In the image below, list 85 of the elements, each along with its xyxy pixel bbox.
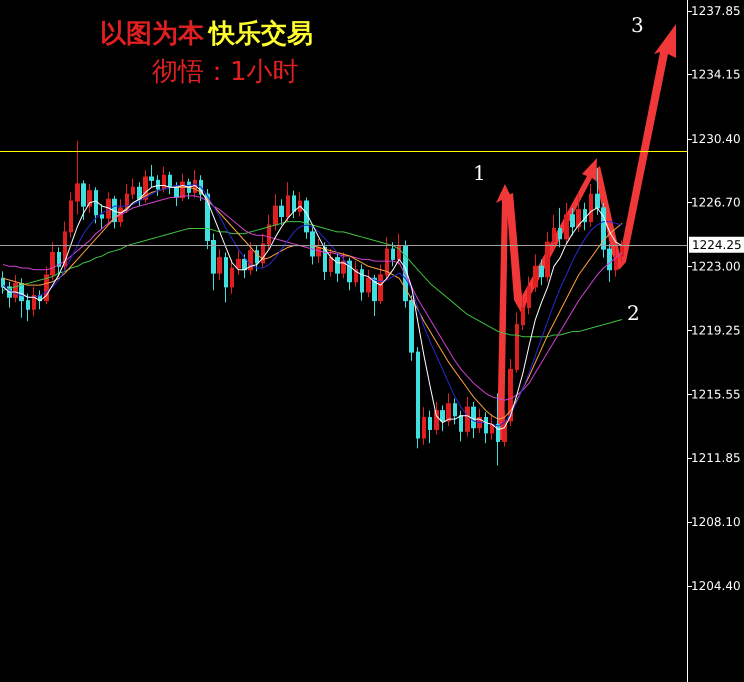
- candlestick: [570, 207, 575, 236]
- candlestick: [428, 410, 432, 444]
- text: 3: [631, 13, 644, 37]
- candlestick: [137, 182, 142, 207]
- candlestick: [273, 194, 278, 231]
- y-tick-label: 1223.00: [691, 259, 741, 274]
- candlestick: [446, 392, 451, 427]
- candlestick: [162, 166, 166, 193]
- candlestick: [69, 192, 73, 238]
- candlestick: [347, 257, 352, 291]
- candlestick: [366, 269, 371, 298]
- y-tick-label: 1204.40: [691, 578, 741, 593]
- candlestick: [564, 202, 569, 244]
- candlestick: [242, 254, 247, 279]
- candlestick: [149, 164, 154, 188]
- candlestick: [385, 236, 389, 281]
- candlestick: [533, 254, 538, 293]
- y-tick-label: 1208.10: [691, 515, 741, 530]
- candlestick: [521, 294, 525, 330]
- y-tick-label: 1211.85: [691, 450, 741, 465]
- candlestick: [81, 180, 86, 220]
- candlestick: [459, 410, 463, 442]
- candlestick: [100, 204, 104, 229]
- candlestick: [230, 258, 234, 294]
- candlestick: [354, 260, 358, 288]
- candlestick: [440, 404, 445, 432]
- candlestick: [168, 171, 172, 195]
- candlestick: [372, 274, 377, 317]
- annotation: 1: [473, 161, 486, 185]
- y-tick-label: 1215.55: [691, 387, 741, 402]
- y-tick-label: 1237.85: [691, 4, 741, 18]
- candlestick: [496, 392, 500, 466]
- candlestick: [515, 312, 519, 374]
- text: 彻悟：1小时: [152, 57, 299, 87]
- line-series: [2, 221, 623, 338]
- text: 2: [627, 301, 640, 325]
- candlestick: [174, 182, 179, 207]
- candlestick: [131, 178, 135, 200]
- candlestick: [416, 346, 420, 449]
- candlestick: [292, 190, 296, 219]
- candlestick: [539, 258, 544, 286]
- y-tick-label: 1226.70: [691, 196, 741, 210]
- candlestick: [217, 248, 222, 281]
- candlestick: [490, 414, 494, 440]
- candlestick: [236, 250, 241, 276]
- candlestick: [286, 182, 290, 222]
- candlestick: [545, 231, 550, 282]
- y-tick-label: 1219.25: [691, 324, 741, 338]
- candlestick: [335, 252, 340, 282]
- candlestick: [255, 245, 259, 272]
- candlestick: [614, 246, 618, 278]
- candlestick: [360, 264, 364, 302]
- candlestick: [341, 252, 346, 279]
- candlestick: [484, 412, 488, 444]
- candlestick: [26, 293, 30, 322]
- candlestick: [1, 270, 5, 294]
- candlestick: [94, 186, 98, 224]
- candlestick: [267, 214, 271, 250]
- candlestick: [378, 264, 383, 305]
- candlestick: [87, 183, 92, 214]
- candlestick: [75, 140, 80, 216]
- candlestick: [527, 276, 531, 315]
- candlestick: [465, 396, 470, 437]
- candlestick: [576, 192, 581, 232]
- candlestick: [434, 401, 439, 436]
- candlestick: [422, 406, 426, 446]
- y-tick-label: 1230.40: [691, 132, 741, 146]
- y-tick-label: 1234.15: [691, 68, 741, 82]
- candlestick: [558, 207, 562, 248]
- candlestick: [298, 192, 302, 217]
- candlestick: [391, 242, 395, 267]
- text: 以图为本 快乐交易: [100, 19, 313, 49]
- candlestick: [552, 214, 556, 250]
- candlestick: [57, 246, 61, 278]
- candlestick: [329, 248, 333, 278]
- candlestick: [589, 183, 593, 228]
- candlestick: [279, 198, 284, 226]
- candlestick: [583, 202, 587, 231]
- candlestick: [156, 174, 160, 196]
- candlestick: [125, 183, 129, 214]
- candlestick: [453, 398, 457, 425]
- ref-line-label: 1224.25: [692, 238, 742, 252]
- candlestick: [224, 252, 228, 303]
- candlestick: [106, 192, 111, 224]
- candlestick: [32, 286, 36, 317]
